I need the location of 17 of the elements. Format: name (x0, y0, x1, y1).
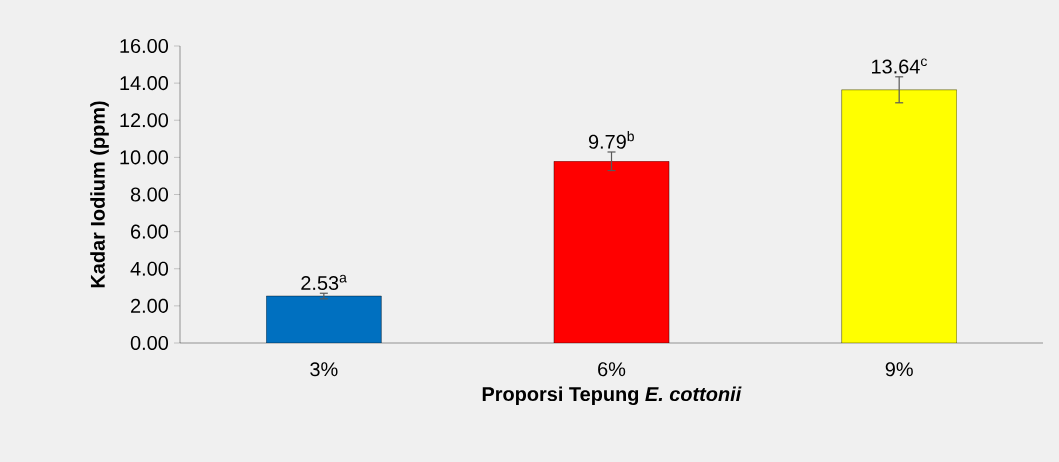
y-tick-label: 12.00 (120, 113, 169, 128)
y-tick-label: 14.00 (120, 76, 169, 91)
y-tick-label: 2.00 (131, 298, 169, 313)
y-tick-label: 4.00 (130, 261, 169, 276)
y-tick-label: 6.00 (131, 224, 169, 239)
x-tick-label: 6% (598, 362, 626, 377)
y-tick-label: 0.00 (130, 335, 169, 351)
data-label: 13.64$^{c}$ (872, 58, 927, 74)
data-label: 2.53$^{a}$ (301, 274, 347, 291)
y-tick-label: 8.00 (130, 187, 169, 202)
x-tick-label: 3% (310, 362, 338, 377)
y-tick-label: 10.00 (120, 150, 169, 165)
y-tick-label: 16.00 (120, 38, 169, 54)
data-label: 9.79$^{b}$ (588, 130, 634, 149)
x-tick-label: 9% (885, 362, 913, 377)
y-axis-title: Kadar Iodium (ppm) (90, 101, 109, 288)
x-axis-title: Proporsi Tepung E. cottonii (482, 386, 742, 406)
